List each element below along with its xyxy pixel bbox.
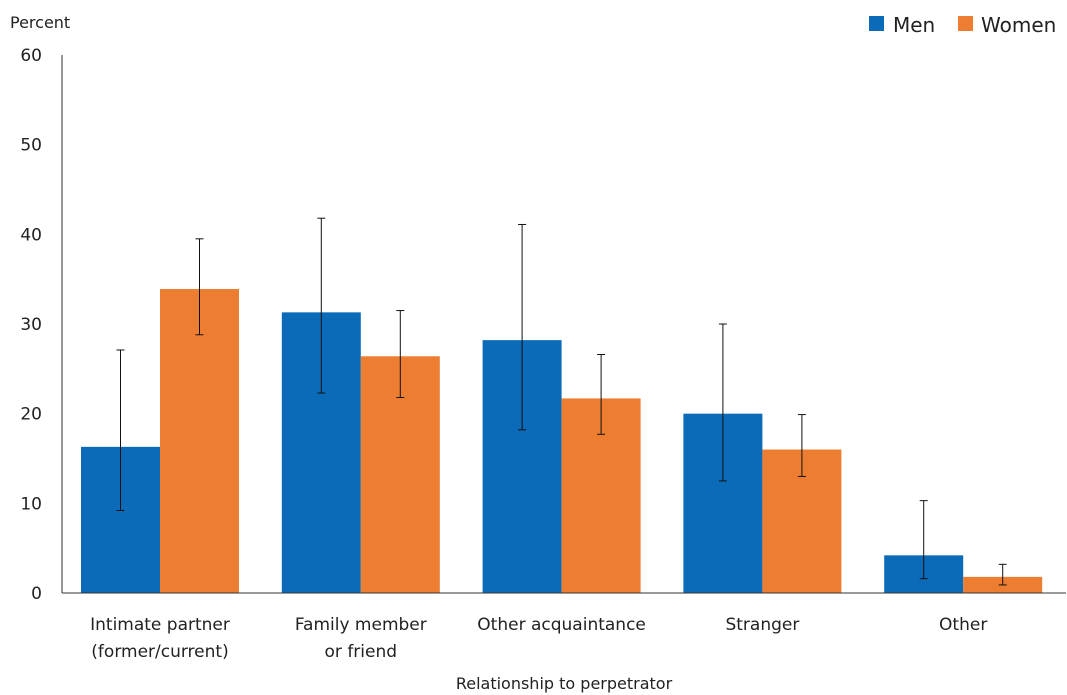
x-tick-label: Family member (295, 615, 427, 635)
error-bar (195, 238, 204, 336)
x-tick-label: Stranger (725, 615, 799, 635)
error-bar (518, 223, 527, 431)
legend-label-men: Men (893, 13, 935, 37)
error-bar (718, 323, 727, 482)
x-tick-label: (former/current) (91, 642, 228, 662)
error-bar (919, 500, 928, 580)
x-axis-title: Relationship to perpetrator (456, 674, 673, 693)
x-tick-label: or friend (325, 642, 398, 662)
error-bar (317, 217, 326, 394)
y-tick-label: 60 (20, 46, 42, 66)
error-bar (797, 414, 806, 477)
legend-swatch-men (869, 16, 884, 31)
error-bar (597, 353, 606, 435)
x-tick-label: Intimate partner (90, 615, 230, 635)
error-bar (998, 563, 1007, 586)
x-tick-label: Other acquaintance (477, 615, 646, 635)
bar-women (160, 289, 239, 593)
y-tick-label: 40 (20, 225, 42, 245)
y-axis-ticks: 0 10 20 30 40 50 60 (20, 46, 42, 604)
y-tick-label: 50 (20, 136, 42, 156)
legend-label-women: Women (981, 13, 1056, 37)
y-tick-label: 10 (20, 494, 42, 514)
y-tick-label: 20 (20, 405, 42, 425)
y-tick-label: 30 (20, 315, 42, 335)
error-bars (116, 217, 1007, 586)
legend-swatch-women (958, 16, 973, 31)
x-tick-label: Other (939, 615, 987, 635)
y-axis-title: Percent (10, 13, 70, 32)
error-bar (116, 349, 125, 512)
y-tick-label: 0 (31, 584, 42, 604)
bars (81, 289, 1043, 593)
error-bar (396, 310, 405, 399)
x-axis-ticks: Intimate partner (former/current) Family m… (90, 615, 987, 662)
legend: Men Women (869, 13, 1056, 37)
